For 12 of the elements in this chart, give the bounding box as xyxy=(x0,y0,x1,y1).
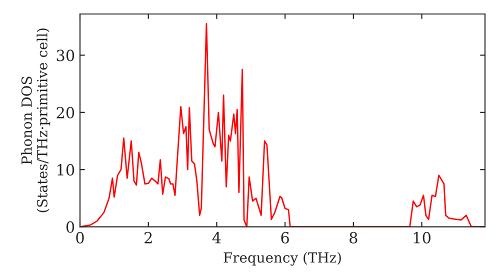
x-axis-title: Frequency (THz) xyxy=(224,252,341,266)
x-tick-label: 6 xyxy=(281,232,289,244)
y-tick-label: 0 xyxy=(66,221,74,233)
x-tick-label: 0 xyxy=(76,232,84,244)
x-tick-label: 4 xyxy=(212,232,221,244)
y-tick-label: 20 xyxy=(56,106,74,118)
y-axis-title: Phonon DOS (States/THz·primitive cell) xyxy=(21,28,50,212)
x-tick-label: 2 xyxy=(144,232,152,244)
x-tick-label: 8 xyxy=(350,232,358,244)
y-tick-label: 30 xyxy=(56,50,74,62)
x-tick-label: 10 xyxy=(414,232,430,244)
y-tick-label: 10 xyxy=(58,164,74,176)
